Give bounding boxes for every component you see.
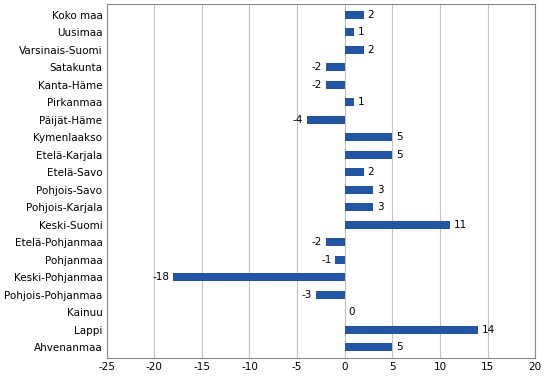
Text: 11: 11 bbox=[453, 220, 467, 230]
Text: -3: -3 bbox=[302, 290, 312, 300]
Text: 5: 5 bbox=[396, 150, 403, 160]
Text: 5: 5 bbox=[396, 132, 403, 142]
Bar bbox=[345, 221, 449, 229]
Text: 2: 2 bbox=[367, 45, 374, 55]
Text: 2: 2 bbox=[367, 167, 374, 177]
Text: -18: -18 bbox=[152, 272, 169, 282]
Bar bbox=[345, 11, 364, 18]
Bar bbox=[345, 326, 478, 334]
Bar bbox=[307, 116, 345, 124]
Text: -2: -2 bbox=[312, 62, 322, 72]
Bar bbox=[326, 238, 345, 246]
Text: 3: 3 bbox=[377, 185, 384, 195]
Text: 14: 14 bbox=[482, 324, 495, 335]
Bar bbox=[316, 291, 345, 299]
Bar bbox=[335, 256, 345, 264]
Bar bbox=[345, 343, 393, 351]
Bar bbox=[345, 186, 373, 194]
Text: 1: 1 bbox=[358, 97, 365, 107]
Bar bbox=[345, 28, 354, 36]
Text: 3: 3 bbox=[377, 202, 384, 212]
Bar bbox=[345, 133, 393, 141]
Bar bbox=[345, 151, 393, 159]
Bar bbox=[345, 46, 364, 54]
Bar bbox=[345, 203, 373, 211]
Text: -2: -2 bbox=[312, 80, 322, 89]
Bar bbox=[326, 63, 345, 71]
Text: 5: 5 bbox=[396, 342, 403, 352]
Bar bbox=[345, 168, 364, 176]
Text: 1: 1 bbox=[358, 27, 365, 37]
Bar bbox=[345, 98, 354, 106]
Bar bbox=[326, 81, 345, 89]
Text: -4: -4 bbox=[293, 115, 303, 125]
Text: -1: -1 bbox=[321, 255, 331, 265]
Bar bbox=[173, 273, 345, 281]
Text: 2: 2 bbox=[367, 10, 374, 20]
Text: -2: -2 bbox=[312, 237, 322, 247]
Text: 0: 0 bbox=[348, 307, 355, 317]
